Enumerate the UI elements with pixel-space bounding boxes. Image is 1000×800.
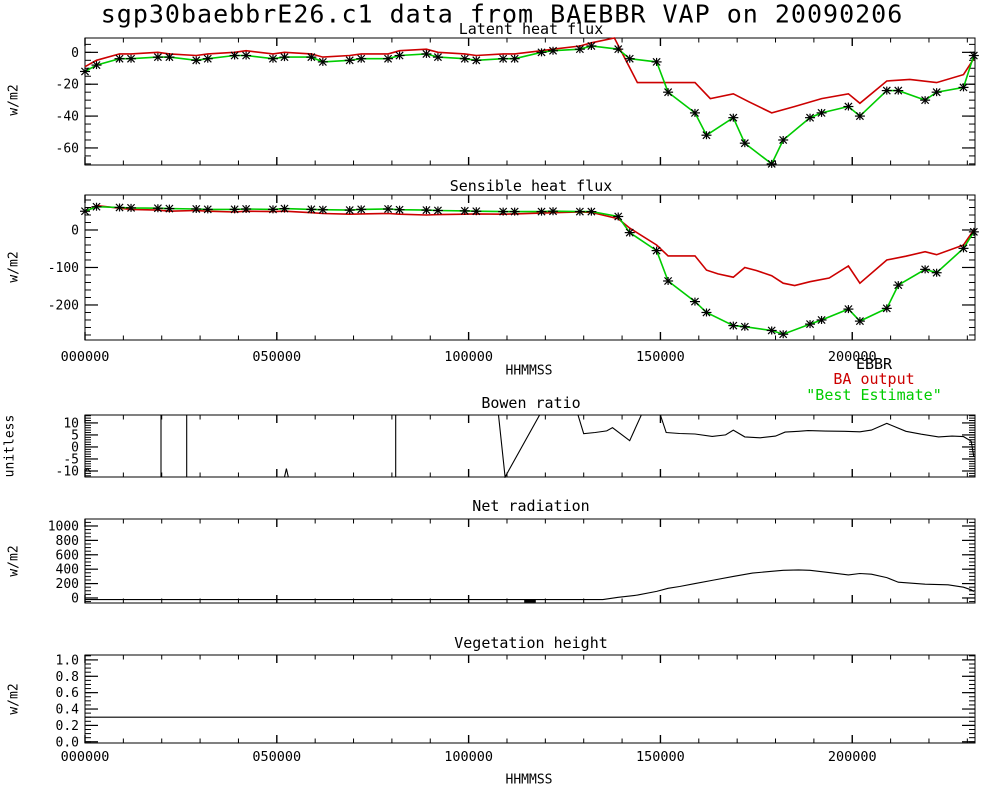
net-radiation-frame — [84, 518, 976, 604]
bowen-ratio-series-bowen-ratio — [283, 468, 289, 478]
latent-heat-flux-series-ba-output — [84, 37, 975, 114]
sensible-heat-flux-plot: 0 -100 -200 — [48, 194, 979, 341]
x-tick-label-lower: 150000 — [636, 749, 685, 765]
x-tick-label-upper: 100000 — [444, 349, 493, 365]
bowen-ratio-series-bowen-ratio — [84, 467, 91, 473]
latent-heat-flux-series-best-estimate — [84, 45, 975, 166]
panel-title-net-radiation: Net radiation — [472, 497, 590, 515]
panel-title-latent-heat-flux: Latent heat flux — [458, 20, 604, 38]
ylabel-net-radiation: w/m2 — [6, 545, 22, 577]
x-tick-label-upper: 150000 — [636, 349, 685, 365]
sensible-heat-flux-frame — [84, 194, 976, 341]
bowen-ratio-frame — [84, 414, 976, 478]
x-tick-label-lower: 100000 — [444, 749, 493, 765]
net-radiation-ytick-label: 400 — [56, 563, 79, 578]
latent-heat-flux-ytick-label: 0 — [71, 46, 79, 61]
legend-item-ba-output: BA output — [833, 370, 915, 388]
ylabel-sensible-heat-flux: w/m2 — [6, 251, 22, 283]
bowen-ratio-series-bowen-ratio — [577, 414, 975, 457]
vegetation-height-ytick-label: 1.0 — [56, 653, 79, 668]
net-radiation-ytick-label: 1000 — [48, 519, 79, 534]
legend-item-best-estimate: "Best Estimate" — [806, 386, 942, 404]
main-title: sgp30baebbrE26.c1 data from BAEBBR VAP o… — [100, 0, 904, 29]
sensible-heat-flux-ytick-label: -100 — [48, 261, 79, 276]
latent-heat-flux-ytick-label: -40 — [56, 110, 79, 125]
ylabel-bowen-ratio: unitless — [2, 414, 18, 478]
vegetation-height-ytick-label: 0.0 — [56, 735, 79, 750]
bowen-ratio-series-bowen-ratio — [497, 414, 541, 478]
vegetation-height-ytick-label: 0.4 — [56, 703, 80, 718]
net-radiation-ytick-label: 600 — [56, 548, 79, 563]
bowen-ratio-ytick-label: -5 — [63, 452, 79, 467]
latent-heat-flux-ytick-label: -60 — [56, 141, 79, 156]
bowen-ratio-ytick-label: 10 — [63, 416, 79, 431]
bowen-ratio-ytick-label: 0 — [71, 440, 79, 455]
bowen-ratio-ytick-label: 5 — [71, 428, 79, 443]
sensible-heat-flux-series-ba-output — [84, 204, 975, 287]
latent-heat-flux-ytick-label: -20 — [56, 78, 79, 93]
vegetation-height-ytick-label: 0.8 — [56, 670, 79, 685]
x-tick-label-lower: 200000 — [828, 749, 877, 765]
sensible-heat-flux-ytick-label: 0 — [71, 223, 79, 238]
xaxis-label-lower: HHMMSS — [505, 772, 553, 788]
x-tick-label-lower: 050000 — [252, 749, 301, 765]
vegetation-height-ytick-label: 0.6 — [56, 686, 79, 701]
x-tick-label-upper: 000000 — [61, 349, 110, 365]
xaxis-label-upper: HHMMSS — [505, 363, 553, 379]
latent-heat-flux-plot: 0 -20 -40 -60 — [56, 37, 979, 168]
ylabel-vegetation-height: w/m2 — [6, 683, 22, 715]
x-tick-label-lower: 000000 — [61, 749, 110, 765]
x-tick-label-upper: 050000 — [252, 349, 301, 365]
vegetation-height-plot: 1.0 0.80.6 0.40.20.0 — [56, 653, 976, 750]
ylabel-latent-heat-flux: w/m2 — [6, 84, 22, 116]
vegetation-height-ytick-label: 0.2 — [56, 719, 79, 734]
latent-heat-flux-markers-ebbr — [80, 41, 979, 168]
latent-heat-flux-frame — [84, 37, 976, 166]
net-radiation-ytick-label: 800 — [56, 534, 79, 549]
x-tick-label-upper: 200000 — [828, 349, 877, 365]
panel-title-sensible-heat-flux: Sensible heat flux — [449, 177, 613, 195]
net-radiation-series-net-radiation — [85, 569, 975, 601]
vegetation-height-frame — [84, 654, 976, 744]
panel-title-vegetation-height: Vegetation height — [454, 634, 608, 652]
legend-item-ebbr: EBBR — [855, 355, 893, 373]
bowen-ratio-ytick-label: -10 — [56, 464, 79, 479]
sensible-heat-flux-ytick-label: -200 — [48, 298, 79, 313]
panel-title-bowen-ratio: Bowen ratio — [481, 394, 581, 412]
sensible-heat-flux-markers-ebbr — [80, 202, 979, 339]
net-radiation-ytick-label: 200 — [56, 577, 79, 592]
net-radiation-ytick-label: 0 — [71, 591, 79, 606]
